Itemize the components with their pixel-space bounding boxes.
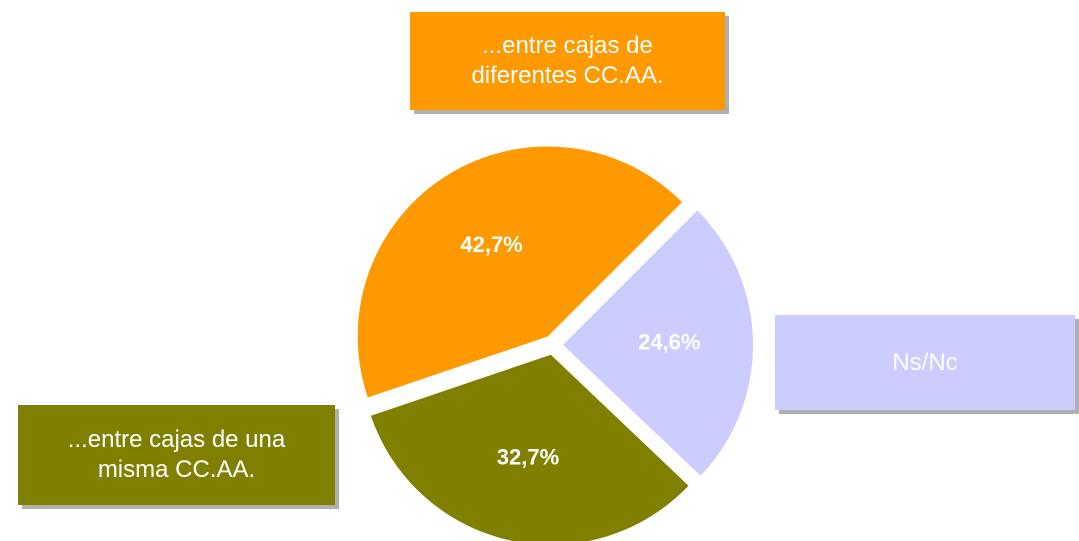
data-label: 32,7% xyxy=(497,444,559,469)
pie-slice xyxy=(370,354,689,541)
category-label: ...entre cajas de una misma CC.AA. xyxy=(18,405,335,505)
data-label: 24,6% xyxy=(638,329,700,354)
data-label: 42,7% xyxy=(460,232,522,257)
category-label: Ns/Nc xyxy=(775,315,1075,410)
category-label: ...entre cajas de diferentes CC.AA. xyxy=(410,12,725,110)
pie-slice xyxy=(562,210,753,476)
pie-slice xyxy=(357,146,683,398)
